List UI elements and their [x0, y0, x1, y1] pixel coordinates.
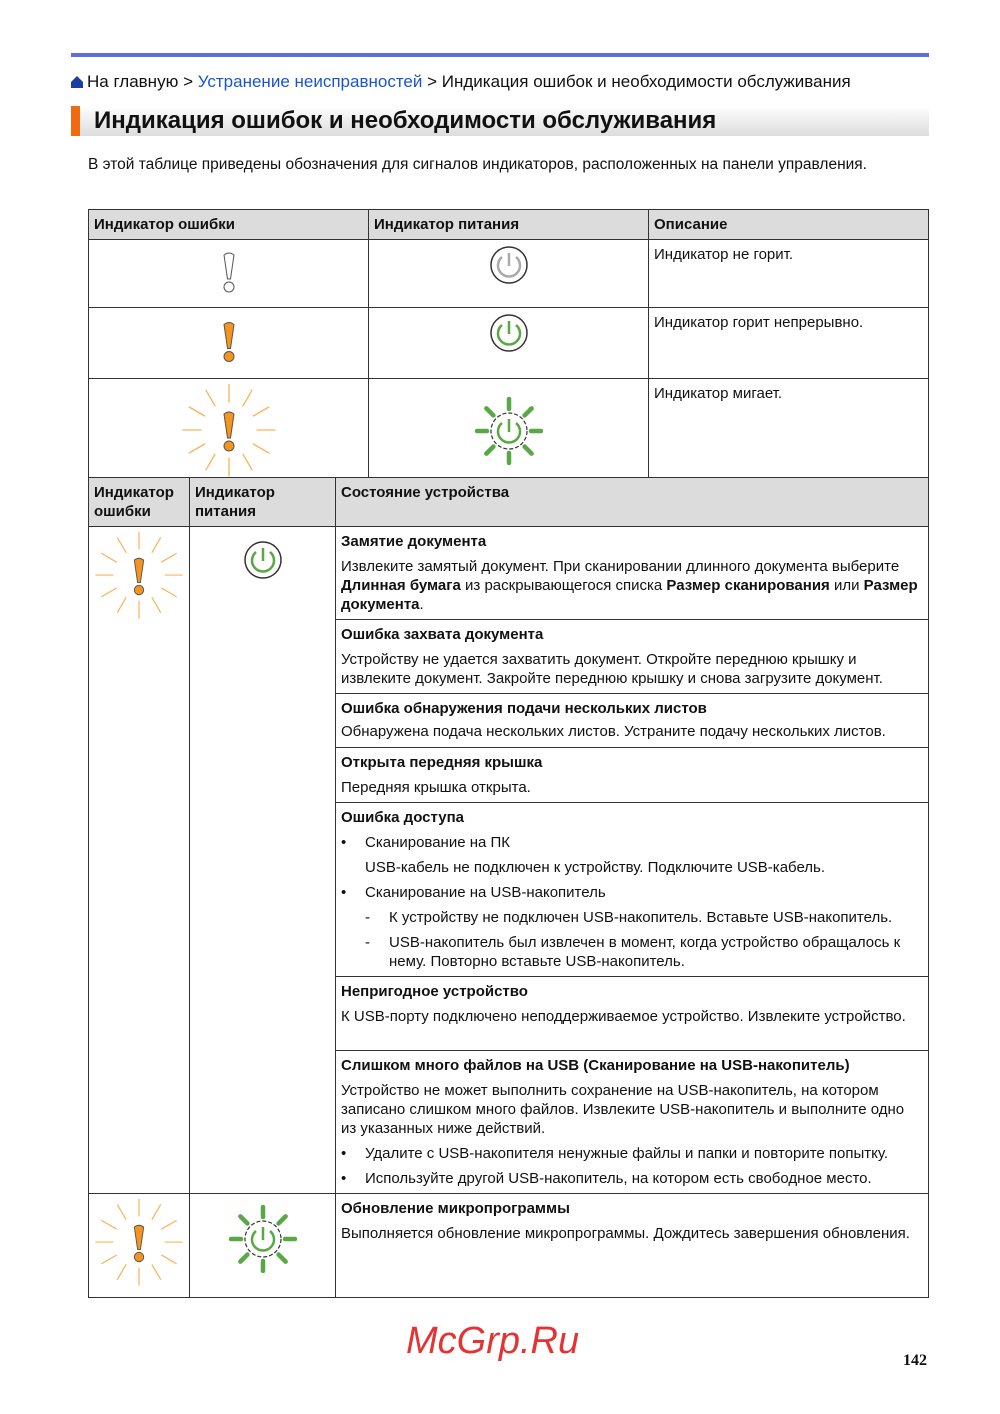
cell-power: [368, 239, 649, 308]
power-blink-icon: [228, 1204, 297, 1278]
status-text: К USB-порту подключено неподдерживаемое …: [341, 1008, 906, 1025]
page-title-bar: Индикация ошибок и необходимости обслужи…: [71, 106, 929, 136]
status-firmware-update: Обновление микропрограммы Выполняется обн…: [335, 1193, 929, 1298]
header-error: Индикатор ошибки: [88, 209, 369, 240]
error-blink-icon: [94, 531, 184, 624]
cell-power: [368, 307, 649, 379]
list-item-text: USB-кабель не подключен к устройству. По…: [365, 859, 826, 876]
breadcrumb: На главную > Устранение неисправностей >…: [71, 72, 851, 92]
status-text: Устройству не удается захватить документ…: [341, 651, 883, 687]
breadcrumb-separator: >: [427, 72, 438, 91]
error-on-icon: [214, 322, 244, 372]
device-status-table: Индикатор ошибки Индикатор питания Состоян…: [88, 477, 929, 1298]
page-number: 142: [903, 1352, 927, 1369]
list-item: • Удалите с USB-накопителя ненужные файлы…: [341, 1145, 889, 1162]
cell-error: [88, 239, 369, 308]
cell-desc: Индикатор мигает.: [648, 378, 929, 489]
power-off-icon: [489, 246, 529, 289]
breadcrumb-home[interactable]: На главную: [87, 72, 179, 91]
breadcrumb-current: Индикация ошибок и необходимости обслужи…: [441, 72, 851, 91]
power-blink-icon: [474, 396, 543, 469]
error-blink-icon: [94, 1198, 184, 1291]
cell-power: [368, 378, 649, 489]
header-power: Индикатор питания: [368, 209, 649, 240]
error-blink-icon: [181, 383, 277, 482]
header-power: Индикатор питания: [189, 477, 336, 527]
status-text: Извлеките замятый документ. При сканиров…: [341, 558, 918, 613]
list-item: • Используйте другой USB-накопитель, на к…: [341, 1170, 872, 1187]
status-feed-error: Ошибка захвата документа Устройству не уд…: [335, 619, 929, 694]
cell-power: [189, 526, 336, 1194]
header-desc: Описание: [648, 209, 929, 240]
breadcrumb-link-troubleshooting[interactable]: Устранение неисправностей: [197, 72, 423, 91]
error-off-icon: [214, 252, 244, 301]
top-rule: [71, 53, 929, 57]
list-item: • Сканирование на ПК: [341, 834, 511, 851]
status-title: Обновление микропрограммы: [341, 1200, 570, 1217]
cell-power: [189, 1193, 336, 1298]
status-access-error: Ошибка доступа • Сканирование на ПК USB-к…: [335, 802, 929, 977]
intro-text: В этой таблице приведены обозначения для…: [88, 156, 867, 173]
power-on-icon: [243, 540, 283, 585]
status-text: Устройство не может выполнить сохранение…: [341, 1082, 905, 1137]
page-title: Индикация ошибок и необходимости обслужи…: [94, 107, 717, 134]
status-multifeed: Ошибка обнаружения подачи нескольких лис…: [335, 693, 929, 748]
status-title: Непригодное устройство: [341, 983, 528, 1000]
status-text: Выполняется обновление микропрограммы. Д…: [341, 1225, 910, 1242]
status-text: Обнаружена подача нескольких листов. Уст…: [341, 723, 886, 740]
status-unusable-device: Непригодное устройство К USB-порту подклю…: [335, 976, 929, 1051]
sub-list-item: -К устройству не подключен USB-накопител…: [365, 909, 893, 926]
status-title: Открыта передняя крышка: [341, 754, 543, 771]
title-accent: [71, 106, 80, 136]
status-cover-open: Открыта передняя крышка Передняя крышка о…: [335, 747, 929, 803]
header-error: Индикатор ошибки: [88, 477, 190, 527]
watermark: McGrp.Ru: [406, 1320, 580, 1362]
list-item: • Сканирование на USB-накопитель: [341, 884, 606, 901]
status-too-many-files: Слишком много файлов на USB (Сканировани…: [335, 1050, 929, 1194]
cell-desc: Индикатор горит непрерывно.: [648, 307, 929, 379]
status-title: Замятие документа: [341, 533, 487, 550]
status-title: Слишком много файлов на USB (Сканировани…: [341, 1057, 850, 1074]
cell-error: [88, 526, 190, 1194]
cell-error: [88, 378, 369, 489]
status-title: Ошибка обнаружения подачи нескольких лис…: [341, 700, 707, 717]
status-title: Ошибка доступа: [341, 809, 464, 826]
status-text: Передняя крышка открыта.: [341, 779, 531, 796]
power-on-icon: [489, 314, 529, 357]
breadcrumb-separator: >: [183, 72, 193, 91]
cell-error: [88, 1193, 190, 1298]
header-status: Состояние устройства: [335, 477, 929, 527]
cell-error: [88, 307, 369, 379]
status-document-jam: Замятие документа Извлеките замятый докум…: [335, 526, 929, 620]
indicator-legend-table: Индикатор ошибки Индикатор питания Описани…: [88, 209, 929, 489]
home-icon: [71, 76, 83, 88]
cell-desc: Индикатор не горит.: [648, 239, 929, 308]
sub-list-item: - USB-накопитель был извлечен в момент, к…: [365, 934, 901, 970]
status-title: Ошибка захвата документа: [341, 626, 544, 643]
